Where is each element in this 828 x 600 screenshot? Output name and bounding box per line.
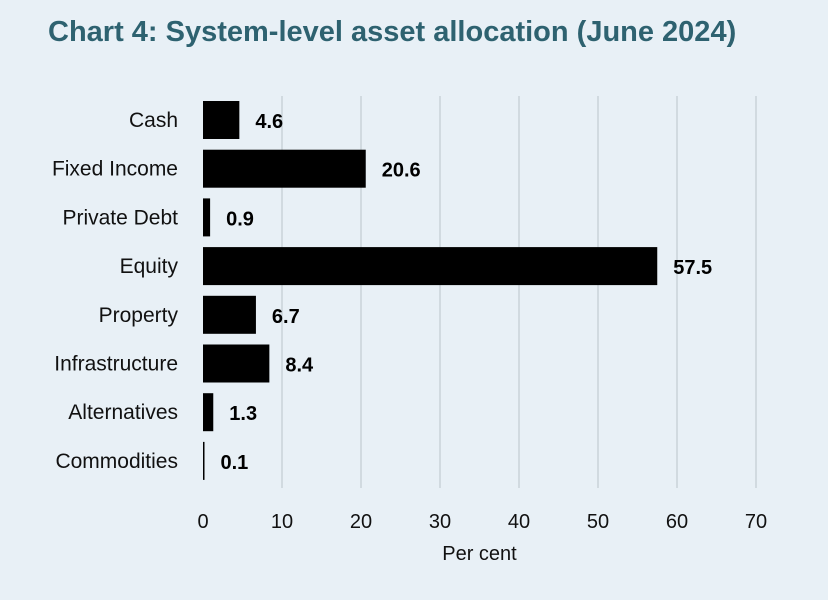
value-label-alternatives: 1.3: [229, 403, 257, 425]
bar-cash: [203, 101, 240, 139]
category-label-fixed-income: Fixed Income: [52, 158, 178, 181]
bar-equity: [203, 247, 658, 286]
x-tick-labels: 0 10 20 30 40 50 60 70: [197, 511, 767, 533]
bar-private-debt: [203, 198, 211, 237]
bar-alternatives: [203, 393, 214, 432]
bar-property: [203, 295, 256, 334]
x-tick-0: 0: [197, 511, 208, 533]
category-labels: Cash Fixed Income Private Debt Equity Proper…: [52, 109, 179, 473]
value-label-equity: 57.5: [673, 257, 712, 279]
category-label-property: Property: [99, 304, 179, 327]
x-tick-40: 40: [508, 511, 530, 533]
x-tick-30: 30: [429, 511, 451, 533]
value-label-fixed-income: 20.6: [382, 160, 421, 182]
category-label-private-debt: Private Debt: [62, 206, 178, 229]
value-label-infrastructure: 8.4: [285, 355, 314, 377]
x-tick-70: 70: [745, 511, 767, 533]
x-axis-title: Per cent: [442, 543, 517, 565]
value-label-cash: 4.6: [255, 111, 283, 133]
value-labels: 4.6 20.6 0.9 57.5 6.7 8.4 1.3 0.1: [221, 111, 713, 474]
x-tick-60: 60: [666, 511, 688, 533]
bar-fixed-income: [203, 149, 366, 188]
bar-infrastructure: [203, 344, 270, 383]
category-label-alternatives: Alternatives: [68, 401, 178, 424]
category-label-equity: Equity: [120, 255, 179, 278]
value-label-commodities: 0.1: [221, 452, 249, 474]
value-label-property: 6.7: [272, 306, 300, 328]
category-label-cash: Cash: [129, 109, 178, 132]
bar-commodities: [203, 441, 205, 480]
x-tick-50: 50: [587, 511, 609, 533]
bars: [203, 101, 658, 480]
category-label-commodities: Commodities: [55, 450, 178, 473]
x-tick-20: 20: [350, 511, 372, 533]
category-label-infrastructure: Infrastructure: [54, 353, 178, 376]
x-tick-10: 10: [271, 511, 293, 533]
value-label-private-debt: 0.9: [226, 208, 254, 230]
chart-title: Chart 4: System-level asset allocation (…: [48, 16, 737, 48]
